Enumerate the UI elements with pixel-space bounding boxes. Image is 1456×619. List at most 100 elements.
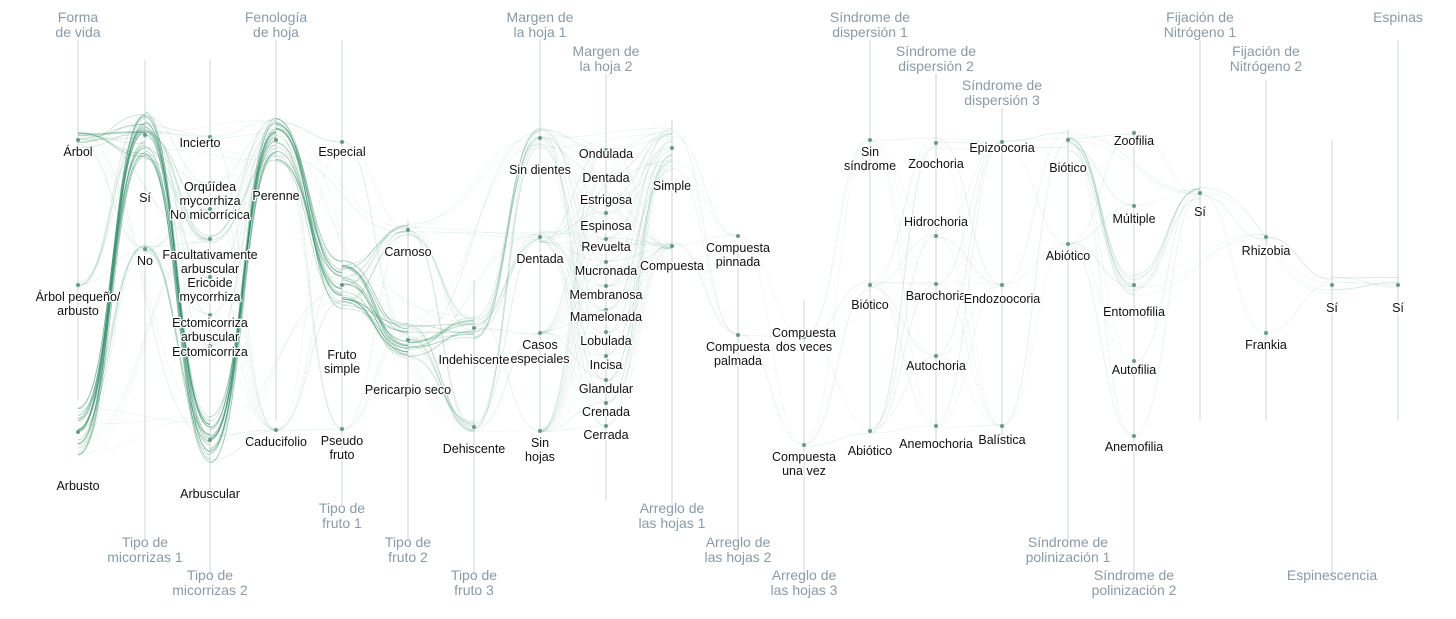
category-node-dot[interactable] (868, 429, 872, 433)
flow-line (77, 132, 146, 157)
category-node-dot[interactable] (538, 136, 542, 140)
category-node-dot[interactable] (76, 138, 80, 142)
flow-line (275, 155, 343, 293)
category-node-dot[interactable] (1132, 283, 1136, 287)
category-node-dot[interactable] (1132, 204, 1136, 208)
flow-line (144, 127, 211, 428)
flow-line (869, 140, 937, 432)
category-node-dot[interactable] (736, 333, 740, 337)
category-node-dot[interactable] (208, 438, 212, 442)
category-node-dot[interactable] (802, 443, 806, 447)
category-node-dot[interactable] (604, 330, 608, 334)
category-node-dot[interactable] (736, 234, 740, 238)
category-node-dot[interactable] (472, 425, 476, 429)
category-node-dot[interactable] (1330, 283, 1334, 287)
category-node-dot[interactable] (604, 308, 608, 312)
flow-line (539, 241, 607, 263)
category-node-dot[interactable] (934, 424, 938, 428)
flow-line (144, 121, 211, 452)
flow-line (1067, 142, 1135, 285)
flow-line (539, 146, 607, 312)
category-node-dot[interactable] (1066, 242, 1070, 246)
category-node-dot[interactable] (604, 284, 608, 288)
flow-line (539, 239, 607, 428)
flow-line (209, 430, 277, 461)
category-node-dot[interactable] (472, 326, 476, 330)
category-node-dot[interactable] (934, 354, 938, 358)
category-node-dot[interactable] (208, 344, 212, 348)
category-node-dot[interactable] (604, 401, 608, 405)
category-node-dot[interactable] (208, 181, 212, 185)
category-node-dot[interactable] (604, 174, 608, 178)
category-node-dot[interactable] (604, 260, 608, 264)
category-node-dot[interactable] (340, 283, 344, 287)
category-node-dot[interactable] (604, 237, 608, 241)
category-node-dot[interactable] (538, 235, 542, 239)
flow-line (605, 154, 673, 403)
category-node-dot[interactable] (670, 244, 674, 248)
category-node-dot[interactable] (1066, 138, 1070, 142)
category-node-dot[interactable] (604, 354, 608, 358)
category-node-dot[interactable] (143, 133, 147, 137)
category-label: Indehiscente (439, 353, 510, 367)
category-node-dot[interactable] (604, 211, 608, 215)
flow-line (144, 250, 211, 278)
category-node-dot[interactable] (406, 228, 410, 232)
category-node-dot[interactable] (208, 237, 212, 241)
flow-line (144, 129, 211, 426)
flow-line (869, 144, 937, 434)
category-node-dot[interactable] (604, 378, 608, 382)
flow-line (737, 334, 805, 338)
flow-line (803, 138, 871, 445)
category-node-dot[interactable] (1198, 191, 1202, 195)
category-node-dot[interactable] (274, 428, 278, 432)
flow-line (935, 142, 1003, 236)
category-label: Glandular (579, 382, 633, 396)
category-node-dot[interactable] (76, 430, 80, 434)
category-node-dot[interactable] (143, 247, 147, 251)
flow-line (869, 140, 937, 424)
category-node-dot[interactable] (538, 331, 542, 335)
category-node-dot[interactable] (604, 424, 608, 428)
flow-line (209, 118, 277, 238)
category-node-dot[interactable] (406, 338, 410, 342)
flow-line (605, 155, 673, 382)
category-node-dot[interactable] (1264, 235, 1268, 239)
flow-line (77, 147, 146, 422)
category-node-dot[interactable] (1396, 283, 1400, 287)
flow-line (1067, 137, 1135, 278)
category-node-dot[interactable] (604, 148, 608, 152)
category-node-dot[interactable] (1132, 434, 1136, 438)
category-node-dot[interactable] (868, 138, 872, 142)
category-node-dot[interactable] (76, 283, 80, 287)
category-node-dot[interactable] (604, 198, 608, 202)
category-node-dot[interactable] (208, 313, 212, 317)
category-node-dot[interactable] (340, 427, 344, 431)
flow-line (407, 231, 541, 238)
category-node-dot[interactable] (670, 146, 674, 150)
flow-line (77, 117, 146, 287)
flow-line (605, 168, 673, 333)
category-node-dot[interactable] (934, 234, 938, 238)
category-node-dot[interactable] (802, 335, 806, 339)
flow-line (275, 163, 409, 325)
category-node-dot[interactable] (1000, 283, 1004, 287)
category-node-dot[interactable] (1132, 359, 1136, 363)
axis-title: Síndrome de polinización 1 (1026, 534, 1111, 565)
category-node-dot[interactable] (934, 282, 938, 286)
category-node-dot[interactable] (208, 207, 212, 211)
category-node-dot[interactable] (1000, 424, 1004, 428)
flow-line (77, 416, 211, 425)
category-node-dot[interactable] (538, 429, 542, 433)
category-node-dot[interactable] (1264, 331, 1268, 335)
category-node-dot[interactable] (868, 283, 872, 287)
category-node-dot[interactable] (274, 138, 278, 142)
category-node-dot[interactable] (934, 141, 938, 145)
category-node-dot[interactable] (340, 140, 344, 144)
category-node-dot[interactable] (1000, 140, 1004, 144)
category-node-dot[interactable] (208, 135, 212, 139)
category-node-dot[interactable] (208, 275, 212, 279)
category-node-dot[interactable] (1132, 131, 1136, 135)
flow-line (1199, 192, 1267, 335)
